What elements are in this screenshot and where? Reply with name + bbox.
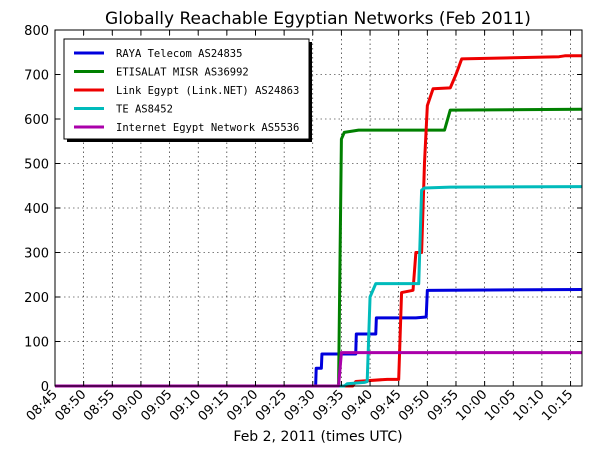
y-tick-label: 300 (24, 247, 49, 262)
legend: RAYA Telecom AS24835 ETISALAT MISR AS3699… (63, 38, 312, 142)
x-tick-label: 09:10 (167, 387, 204, 424)
y-tick-label: 200 (24, 291, 49, 306)
x-tick-label: 10:05 (482, 387, 519, 424)
y-tick-label: 600 (24, 113, 49, 128)
legend-entry: ETISALAT MISR AS36992 (116, 67, 249, 79)
chart-title: Globally Reachable Egyptian Networks (Fe… (105, 9, 531, 29)
y-tick-label: 0 (41, 380, 49, 395)
x-tick-label: 09:40 (339, 387, 376, 424)
x-tick-label: 09:45 (367, 387, 404, 424)
y-axis: 0 100 200 300 400 500 600 700 800 (24, 24, 582, 395)
x-tick-label: 08:55 (81, 387, 118, 424)
x-tick-label: 09:00 (110, 387, 147, 424)
x-tick-label: 09:30 (281, 387, 318, 424)
x-tick-label: 09:05 (138, 387, 175, 424)
y-tick-label: 800 (24, 24, 49, 39)
legend-entry: RAYA Telecom AS24835 (116, 48, 242, 60)
legend-entry: Link Egypt (Link.NET) AS24863 (116, 85, 299, 97)
series-line-0 (55, 287, 583, 388)
x-tick-label: 09:15 (196, 387, 233, 424)
x-tick-label: 10:00 (453, 387, 490, 424)
y-tick-label: 700 (24, 69, 49, 84)
x-tick-label: 09:35 (310, 387, 347, 424)
x-tick-label: 08:50 (52, 387, 89, 424)
x-tick-label: 10:15 (539, 387, 576, 424)
y-tick-label: 500 (24, 158, 49, 173)
x-tick-label: 09:20 (224, 387, 261, 424)
y-tick-label: 400 (24, 202, 49, 217)
x-tick-label: 10:10 (511, 387, 548, 424)
legend-box (63, 38, 310, 140)
legend-entry: TE AS8452 (116, 104, 173, 116)
series-line-2 (55, 54, 582, 388)
series-line-1 (55, 107, 583, 388)
x-tick-label: 09:25 (253, 387, 290, 424)
y-tick-label: 100 (24, 336, 49, 351)
series-line-3 (55, 185, 583, 388)
x-tick-label: 09:50 (396, 387, 433, 424)
x-tick-label: 09:55 (425, 387, 462, 424)
x-axis-label: Feb 2, 2011 (times UTC) (233, 429, 402, 445)
legend-entry: Internet Egypt Network AS5536 (116, 122, 299, 134)
